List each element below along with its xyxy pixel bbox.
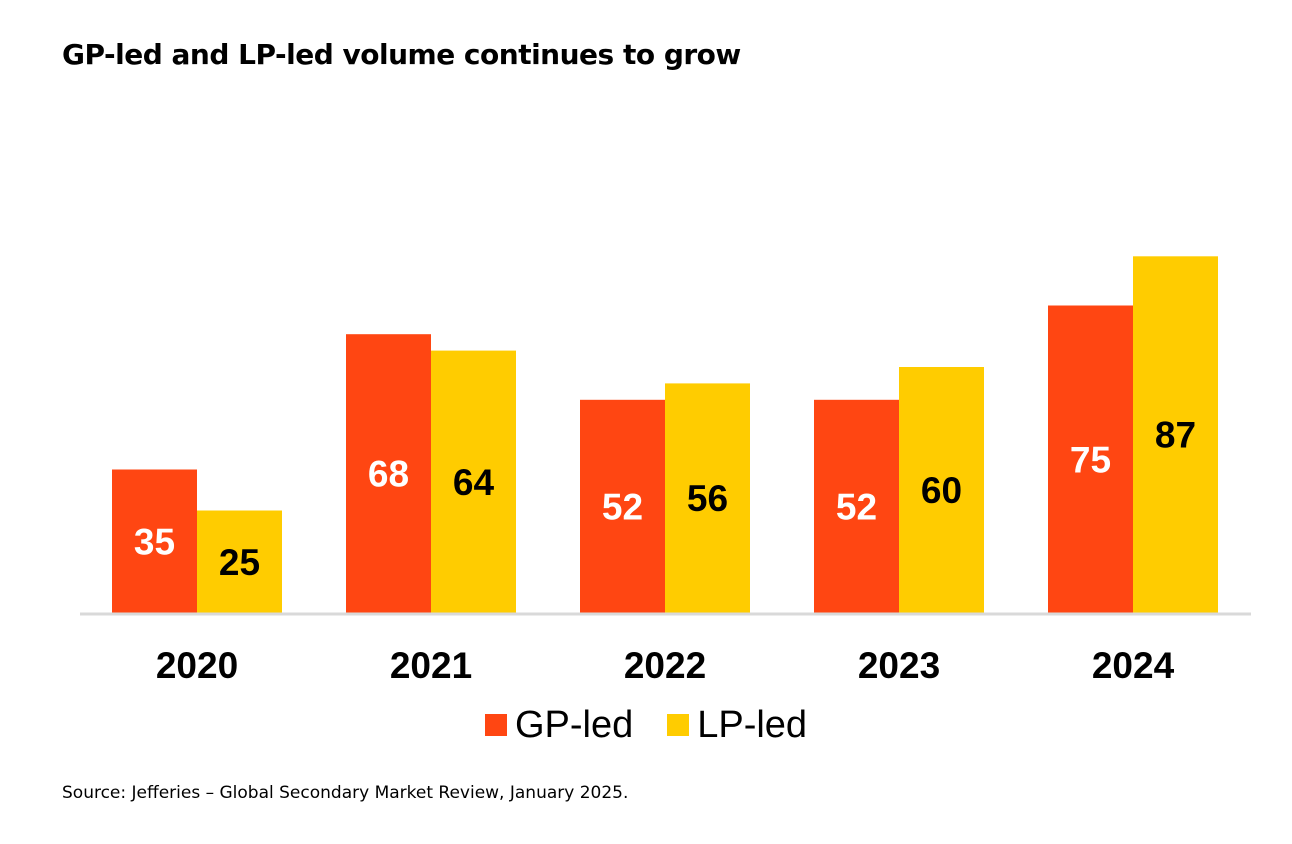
legend-item-gp-led: GP-led [484,704,634,746]
x-tick-label-2021: 2021 [390,645,472,686]
data-label-gp-led-2024: 75 [1070,439,1111,480]
data-label-gp-led-2022: 52 [602,486,643,527]
data-label-gp-led-2023: 52 [836,486,877,527]
legend-label-lp-led: LP-led [697,704,808,746]
bar-gp-led-2024 [1048,305,1133,613]
legend: GP-led LP-led [0,706,1292,744]
x-tick-label-2022: 2022 [624,645,706,686]
data-label-lp-led-2022: 56 [687,478,728,519]
data-label-gp-led-2020: 35 [134,521,175,562]
chart-title: GP-led and LP-led volume continues to gr… [62,38,741,71]
x-tick-label-2023: 2023 [858,645,940,686]
data-label-lp-led-2020: 25 [219,542,260,583]
legend-label-gp-led: GP-led [514,704,634,746]
x-tick-label-2020: 2020 [156,645,238,686]
bar-lp-led-2020 [197,510,282,613]
x-tick-label-2024: 2024 [1092,645,1175,686]
bar-gp-led-2022 [580,399,665,613]
bar-gp-led-2023 [814,399,899,613]
legend-item-lp-led: LP-led [667,706,807,744]
source-note: Source: Jefferies – Global Secondary Mar… [62,783,629,803]
bar-lp-led-2023 [899,367,984,613]
legend-swatch-lp-led [667,714,690,736]
bar-lp-led-2021 [431,350,516,613]
data-label-lp-led-2023: 60 [921,470,962,511]
data-label-lp-led-2024: 87 [1155,415,1196,456]
bar-lp-led-2024 [1133,256,1218,613]
bar-lp-led-2022 [665,383,750,613]
legend-swatch-gp-led [484,714,507,736]
bar-gp-led-2021 [346,334,431,613]
bar-gp-led-2020 [112,469,197,613]
data-label-lp-led-2021: 64 [453,462,495,503]
data-label-gp-led-2021: 68 [368,454,409,495]
